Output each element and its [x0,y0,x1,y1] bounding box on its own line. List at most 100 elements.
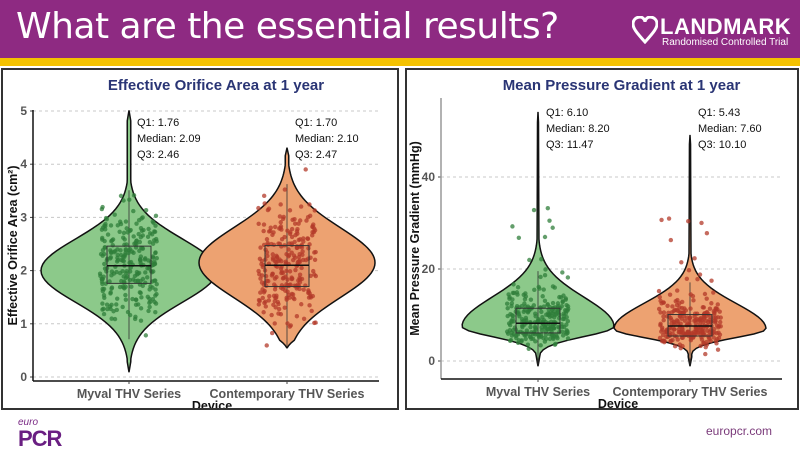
slide-title: What are the essential results? [16,6,559,47]
data-point [543,332,549,338]
data-point [123,292,128,298]
data-point [661,310,667,315]
data-point [294,286,299,291]
data-point [151,220,156,225]
data-point [264,343,269,348]
data-point [694,326,700,332]
data-point [274,253,279,259]
data-point [305,236,310,241]
data-point [100,288,106,294]
data-point [533,313,538,319]
data-point [294,229,300,234]
data-point [268,225,273,230]
data-point [122,237,127,242]
data-point [266,298,272,303]
data-point [522,301,527,306]
data-point [712,320,718,325]
data-point [117,219,123,224]
data-point [150,254,156,259]
data-point [101,293,107,298]
data-point [699,220,704,226]
chart-gradient: Mean Pressure Gradient at 1 year 0 20 40Mea… [408,77,782,411]
data-point [153,293,158,298]
data-point [272,321,277,326]
data-point [278,312,284,317]
data-point [153,213,159,219]
data-point [687,318,692,324]
data-point [143,280,148,286]
data-point [658,321,663,327]
data-point [294,245,300,250]
data-point [133,297,139,303]
data-point [115,296,120,301]
data-point [657,294,662,300]
data-point [123,297,129,302]
data-point [676,330,682,335]
data-point [134,272,140,277]
data-point [104,216,110,222]
data-point [311,229,317,235]
data-point [523,336,528,342]
data-point [130,277,136,282]
data-point [102,238,107,244]
data-point [105,232,111,237]
data-point [532,287,537,293]
data-point [688,292,693,297]
data-point [657,335,663,341]
logo-euro: euro [18,417,39,428]
data-point [295,282,300,287]
data-point [287,269,293,274]
data-point [313,249,318,255]
data-point [713,338,719,343]
data-point [297,272,303,277]
data-point [128,227,133,233]
data-point [667,292,673,297]
data-point [542,273,548,278]
data-point [296,259,301,264]
logo-wordmark: LANDMARK [660,14,792,39]
data-point [561,313,566,319]
data-point [504,301,510,306]
data-point [115,255,120,261]
data-point [303,167,308,172]
data-point [265,240,270,246]
stat-annotation: Q3: 10.10 [698,139,746,151]
data-point [256,205,261,211]
data-point [680,327,685,332]
data-point [139,216,144,221]
data-point [545,205,551,211]
data-point [550,225,555,230]
data-point [310,233,315,238]
data-point [121,198,126,203]
data-point [145,294,150,300]
data-point [561,324,567,330]
data-point [528,324,533,330]
data-point [551,326,557,331]
data-point [123,219,129,224]
y-axis-label: Mean Pressure Gradient (mmHg) [408,141,422,336]
data-point [533,326,538,331]
data-point [273,305,278,310]
data-point [308,273,313,279]
chart-title: Mean Pressure Gradient at 1 year [503,77,741,94]
data-point [510,297,515,302]
data-point [152,259,157,264]
data-point [533,339,538,344]
data-point [147,240,153,245]
data-point [510,224,515,229]
y-tick-label: 0 [20,370,27,384]
data-point [505,313,510,319]
data-point [677,342,683,347]
data-point [282,305,287,310]
data-point [511,290,517,296]
data-point [691,298,696,303]
data-point [131,234,136,239]
data-point [269,330,275,336]
data-point [267,293,272,299]
data-point [122,286,127,291]
data-point [294,314,300,319]
data-point [688,306,693,311]
data-point [675,337,680,342]
data-point [100,225,106,230]
data-point [718,319,723,325]
